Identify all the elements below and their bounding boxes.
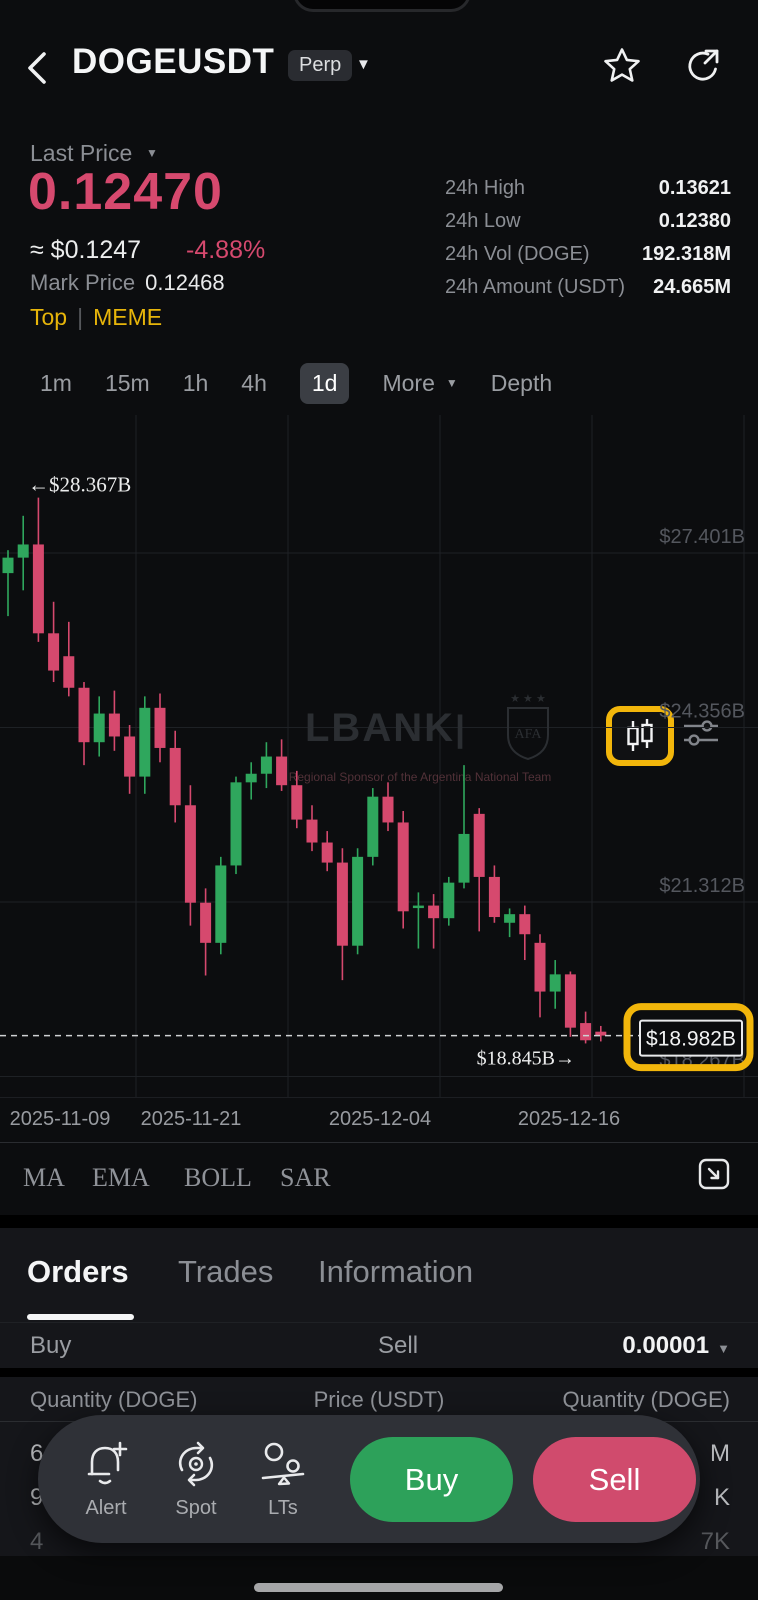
timeframe-1d-selected[interactable]: 1d [299,362,350,404]
book-column-headers: Quantity (DOGE) Price (USDT) Quantity (D… [0,1377,758,1421]
chart-x-axis: 2025-11-09 2025-11-21 2025-12-04 2025-12… [0,1097,758,1143]
svg-text:Regional Sponsor of the Argent: Regional Sponsor of the Argentina Nation… [289,770,552,784]
stats-block: 24h High 0.13621 24h Low 0.12380 24h Vol (… [445,172,731,304]
section-divider [0,1215,758,1228]
timeframe-1h[interactable]: 1h [182,369,209,396]
tab-information[interactable]: Information [318,1254,474,1289]
svg-text:★ ★ ★: ★ ★ ★ [510,693,546,705]
more-caret-icon[interactable]: ▼ [445,376,458,390]
orders-section: Orders Trades Information Buy Sell 0.000… [0,1228,758,1600]
svg-text:|: | [455,708,465,750]
indicator-settings-icon[interactable] [684,718,718,748]
lts-label: LTs [268,1497,298,1519]
book-row[interactable]: 4 7K [30,1528,730,1555]
indicator-sar[interactable]: SAR [280,1163,331,1192]
spot-button[interactable]: Spot [151,1415,241,1543]
bottom-strip [0,1556,758,1600]
indicator-ma[interactable]: MA [23,1163,65,1192]
lts-scale-icon [261,1442,305,1486]
timeframe-4h[interactable]: 4h [241,369,267,396]
stat-24h-low: 24h Low 0.12380 [445,210,731,232]
spot-label: Spot [175,1497,217,1519]
indicator-ema[interactable]: EMA [92,1163,150,1192]
phone-notch [293,0,471,12]
tick-caret-icon: ▼ [717,1341,730,1356]
svg-text:←$28.367B: ←$28.367B [28,473,131,497]
tag-separator: | [77,304,84,330]
stat-24h-vol: 24h Vol (DOGE) 192.318M [445,243,731,265]
share-icon[interactable] [684,47,722,85]
svg-text:$27.401B: $27.401B [659,526,745,548]
mark-price-value: 0.12468 [145,270,225,295]
svg-text:AFA: AFA [515,727,543,742]
tick-size-dropdown[interactable]: 0.00001 ▼ [622,1332,730,1359]
stat-24h-high: 24h High 0.13621 [445,177,731,199]
chart-toolbar: 1m 15m 1h 4h 1d More ▼ Depth [0,350,758,766]
tab-trades[interactable]: Trades [178,1254,274,1289]
x-axis-date: 2025-11-09 [9,1108,111,1130]
timeframe-15m[interactable]: 15m [104,369,150,396]
buy-button[interactable]: Buy [350,1437,513,1522]
book-buy-label: Buy [30,1332,72,1359]
svg-text:$24.356B: $24.356B [659,701,745,723]
indicator-boll[interactable]: BOLL [184,1163,252,1192]
approx-usd-value: ≈ $0.1247 [30,236,142,264]
change-24h: -4.88% [186,236,266,264]
svg-text:$18.845B→: $18.845B→ [477,1047,575,1069]
market-type-badge[interactable]: Perp [288,50,353,81]
svg-text:LBANK: LBANK [305,706,455,750]
x-axis-date: 2025-12-16 [517,1108,621,1130]
page-title: DOGEUSDT [72,42,275,81]
x-axis-date: 2025-12-04 [328,1108,432,1130]
alert-button[interactable]: Alert [61,1415,151,1543]
home-indicator[interactable] [254,1583,503,1592]
mark-price-row: Mark Price 0.12468 [30,270,225,296]
depth-button[interactable]: Depth [490,369,553,396]
more-button[interactable]: More [382,369,435,396]
favorite-star-icon[interactable] [602,46,642,86]
col-quantity-left: Quantity (DOGE) [30,1387,198,1412]
spot-refresh-icon [178,1441,214,1487]
col-price: Price (USDT) [313,1387,445,1412]
tab-orders[interactable]: Orders [27,1254,129,1289]
divider [0,1322,758,1323]
fullscreen-icon[interactable] [698,1158,730,1190]
tag-meme[interactable]: MEME [93,304,163,330]
indicator-row: MA EMA BOLL SAR [0,1141,758,1215]
active-tab-underline [27,1314,134,1320]
floating-action-bar: Alert Spot LTs Buy Sell [38,1415,700,1543]
alert-bell-icon [87,1441,128,1485]
back-icon[interactable] [22,50,52,86]
tag-top[interactable]: Top [30,304,68,330]
timeframe-1m[interactable]: 1m [40,369,72,396]
alert-label: Alert [85,1497,127,1519]
col-quantity-right: Quantity (DOGE) [562,1387,730,1412]
svg-text:$21.312B: $21.312B [659,875,745,897]
last-price-label[interactable]: Last Price [30,140,133,166]
pair-dropdown-caret[interactable]: ▼ [356,56,371,73]
last-price-caret-icon[interactable]: ▼ [146,146,158,160]
sell-button[interactable]: Sell [533,1437,696,1522]
book-side-row: Buy Sell 0.00001 ▼ [0,1323,758,1368]
candlestick-chart[interactable]: LBANK | ★ ★ ★ AFA Regional Sponsor of the Ar… [0,415,758,1097]
mark-price-label: Mark Price [30,270,136,295]
tag-row: Top | MEME [30,304,162,331]
lts-button[interactable]: LTs [238,1415,328,1543]
last-price-value: 0.12470 [28,163,223,221]
divider [0,1368,758,1377]
book-sell-label: Sell [378,1332,419,1359]
stat-24h-amount: 24h Amount (USDT) 24.665M [445,276,731,298]
x-axis-date: 2025-11-21 [140,1108,242,1130]
svg-text:$18.982B: $18.982B [646,1028,736,1051]
book-row[interactable]: 9 K [30,1484,730,1511]
